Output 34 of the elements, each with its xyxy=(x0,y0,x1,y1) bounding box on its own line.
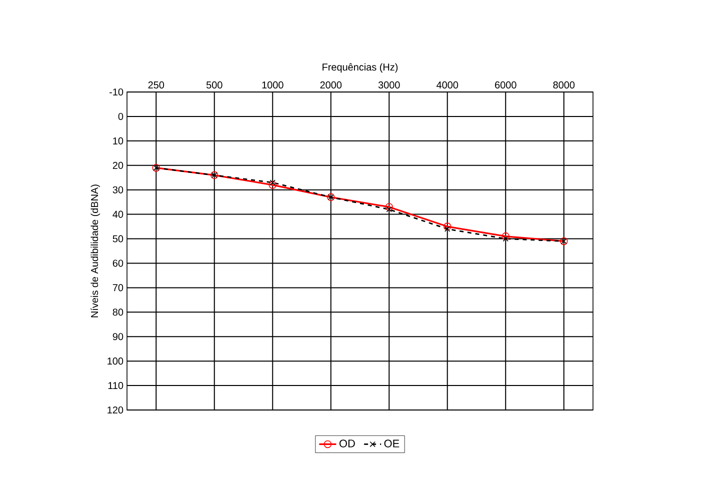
y-tick-label: 50 xyxy=(112,235,124,242)
point xyxy=(444,226,450,232)
x-tick-label: 2000 xyxy=(320,81,342,88)
y-axis-title: Níveis de Audibilidade (dBNA) xyxy=(90,184,100,318)
legend-label: OD xyxy=(339,440,355,448)
y-tick-label: 60 xyxy=(112,260,124,267)
y-tick-label: 70 xyxy=(112,284,124,292)
x-tick-label: 1000 xyxy=(262,81,284,88)
x-axis-title: Frequências (Hz) xyxy=(322,63,398,73)
point xyxy=(386,206,392,212)
x-tick-label: 6000 xyxy=(495,81,516,88)
y-tick-label: 0 xyxy=(118,112,124,120)
y-tick-label: 40 xyxy=(112,210,124,218)
point xyxy=(270,180,276,186)
y-tick-label: 80 xyxy=(112,308,124,316)
point xyxy=(385,203,394,211)
point xyxy=(443,222,452,230)
x-tick-label: 500 xyxy=(206,81,222,88)
x-tick-label: 3000 xyxy=(378,81,400,88)
x-tick-label: 4000 xyxy=(436,81,458,88)
point xyxy=(268,181,277,189)
y-tick-label: 30 xyxy=(112,186,124,194)
point xyxy=(502,236,508,242)
x-tick-label: 8000 xyxy=(553,81,575,88)
y-tick-label: 120 xyxy=(108,406,124,414)
y-tick-label: 90 xyxy=(112,333,124,340)
y-tick-label: 100 xyxy=(108,358,124,365)
legend-label: OE xyxy=(384,440,400,448)
y-tick-label: 10 xyxy=(113,137,124,144)
y-tick-label: 110 xyxy=(108,382,124,390)
y-tick-label: -10 xyxy=(110,88,124,96)
y-tick-label: 20 xyxy=(112,162,124,169)
x-tick-label: 250 xyxy=(148,81,164,88)
point xyxy=(502,232,510,240)
